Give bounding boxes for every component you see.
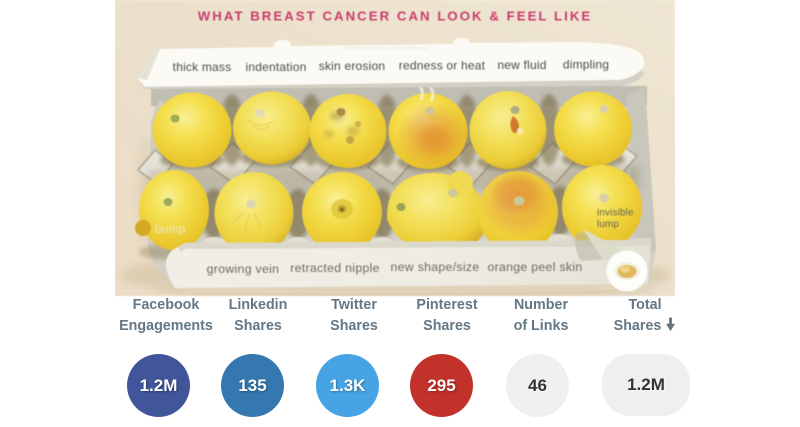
svg-text:skin erosion: skin erosion xyxy=(319,59,385,73)
svg-text:growing vein: growing vein xyxy=(207,262,280,276)
svg-text:new shape/size: new shape/size xyxy=(391,260,480,274)
svg-text:new fluid: new fluid xyxy=(497,58,546,72)
svg-text:retracted nipple: retracted nipple xyxy=(290,261,380,275)
svg-text:dimpling: dimpling xyxy=(563,58,609,72)
svg-text:WHAT BREAST CANCER CAN LOOK &: WHAT BREAST CANCER CAN LOOK & FEEL LIKE xyxy=(198,9,593,24)
svg-text:sometimesyoucantevenseeit: sometimesyoucantevenseeit xyxy=(343,46,429,52)
svg-text:orange peel skin: orange peel skin xyxy=(487,260,582,274)
svg-text:redness or heat: redness or heat xyxy=(399,59,486,73)
svg-text:invisible: invisible xyxy=(597,208,634,219)
svg-text:indentation: indentation xyxy=(246,60,307,74)
svg-text:bump: bump xyxy=(155,224,186,236)
svg-text:lump: lump xyxy=(597,219,619,230)
svg-text:thick mass: thick mass xyxy=(173,60,232,74)
